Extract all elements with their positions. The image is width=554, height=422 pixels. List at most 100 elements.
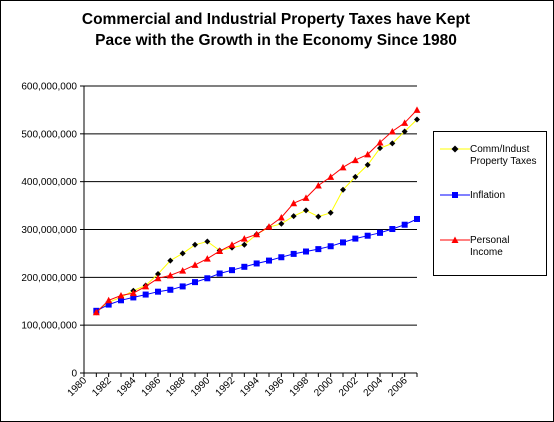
x-tick-label: 2000 — [312, 375, 336, 399]
data-point-2 — [401, 119, 409, 126]
data-point-1 — [414, 215, 420, 222]
data-point-2 — [216, 247, 224, 255]
data-point-2 — [129, 289, 137, 297]
data-point-2 — [265, 223, 273, 230]
legend-swatch-comm-indust — [440, 145, 470, 153]
data-point-2 — [228, 241, 236, 248]
data-point-0 — [315, 213, 322, 220]
data-point-0 — [401, 128, 408, 135]
x-tick-label: 1990 — [189, 375, 213, 399]
data-point-2 — [191, 261, 199, 268]
data-point-2 — [253, 230, 261, 238]
data-point-0 — [414, 116, 420, 123]
data-point-2 — [327, 173, 335, 180]
data-point-0 — [327, 209, 334, 216]
y-tick-label: 200,000,000 — [21, 273, 77, 284]
data-point-0 — [241, 241, 248, 248]
chart-title-line-2: Pace with the Growth in the Economy Sinc… — [95, 32, 457, 49]
data-point-1 — [327, 243, 334, 250]
data-point-1 — [204, 275, 211, 282]
data-point-2 — [203, 255, 211, 262]
data-point-1 — [377, 229, 383, 236]
data-point-1 — [303, 248, 309, 255]
data-point-0 — [364, 161, 371, 168]
y-tick-label: 0 — [71, 369, 77, 380]
data-point-1 — [315, 246, 322, 253]
data-point-1 — [192, 279, 198, 286]
data-point-1 — [253, 260, 260, 267]
x-tick-label: 1998 — [288, 375, 312, 399]
data-point-2 — [290, 199, 298, 207]
data-point-1 — [352, 235, 359, 242]
y-tick-label: 400,000,000 — [21, 177, 77, 188]
data-point-0 — [204, 238, 211, 245]
data-point-1 — [142, 291, 149, 298]
data-point-1 — [118, 297, 124, 304]
data-point-2 — [351, 156, 359, 164]
data-point-2 — [105, 296, 113, 304]
y-tick-label: 600,000,000 — [21, 82, 77, 93]
data-point-1 — [105, 301, 112, 308]
data-point-2 — [277, 214, 285, 221]
data-point-1 — [155, 288, 161, 295]
data-point-1 — [401, 221, 408, 228]
data-point-1 — [290, 250, 297, 257]
x-tick-label: 1982 — [90, 375, 114, 399]
data-point-2 — [413, 106, 421, 113]
y-tick-label: 300,000,000 — [21, 225, 77, 236]
data-point-1 — [266, 257, 272, 264]
chart-title-line-1: Commercial and Industrial Property Taxes… — [81, 11, 471, 28]
legend-label-personal-income-2: Income — [470, 247, 503, 258]
x-tick-label: 1980 — [66, 375, 90, 399]
data-point-0 — [167, 257, 174, 264]
data-point-2 — [142, 282, 150, 290]
legend-label-inflation: Inflation — [470, 190, 506, 201]
x-tick-label: 2002 — [337, 375, 361, 399]
data-point-0 — [155, 270, 161, 277]
x-tick-label: 1996 — [263, 375, 287, 399]
data-point-1 — [130, 294, 137, 301]
data-point-2 — [117, 292, 125, 299]
legend-label-comm-indust-1: Comm/Indust — [470, 144, 530, 155]
series-line-2 — [95, 109, 418, 313]
data-point-2 — [240, 235, 248, 242]
data-point-2 — [388, 127, 396, 135]
data-point-2 — [364, 150, 372, 158]
data-point-2 — [339, 163, 347, 171]
y-tick-label: 100,000,000 — [21, 321, 77, 332]
series-line-0 — [95, 119, 418, 313]
chart-legend: Comm/Indust Property Taxes Inflation Per… — [433, 131, 547, 276]
data-point-2 — [166, 271, 174, 279]
data-point-2 — [154, 274, 162, 282]
data-point-0 — [340, 186, 346, 193]
data-point-0 — [303, 207, 309, 214]
data-point-2 — [179, 267, 187, 274]
data-point-0 — [352, 173, 359, 180]
data-point-2 — [302, 194, 310, 201]
data-point-2 — [314, 181, 322, 189]
data-point-1 — [229, 267, 235, 274]
data-point-1 — [340, 239, 346, 246]
data-point-1 — [179, 283, 186, 290]
data-point-0 — [377, 145, 383, 152]
data-point-0 — [179, 250, 186, 257]
y-tick-label: 500,000,000 — [21, 129, 77, 140]
data-point-1 — [389, 226, 396, 233]
data-point-1 — [216, 270, 223, 277]
data-point-0 — [278, 220, 285, 227]
legend-label-personal-income-1: Personal — [470, 235, 510, 246]
x-tick-label: 2006 — [386, 375, 410, 399]
data-point-0 — [389, 140, 396, 147]
data-point-2 — [92, 308, 100, 316]
data-point-1 — [278, 254, 285, 261]
legend-swatch-inflation — [440, 192, 470, 198]
x-tick-label: 1994 — [238, 375, 262, 399]
chart-title: Commercial and Industrial Property Taxes… — [41, 9, 511, 51]
legend-label-comm-indust-2: Property Taxes — [470, 156, 537, 167]
legend-swatch-personal-income — [440, 236, 470, 243]
data-point-0 — [192, 241, 198, 248]
data-point-1 — [241, 263, 248, 270]
x-tick-label: 1984 — [115, 375, 139, 399]
